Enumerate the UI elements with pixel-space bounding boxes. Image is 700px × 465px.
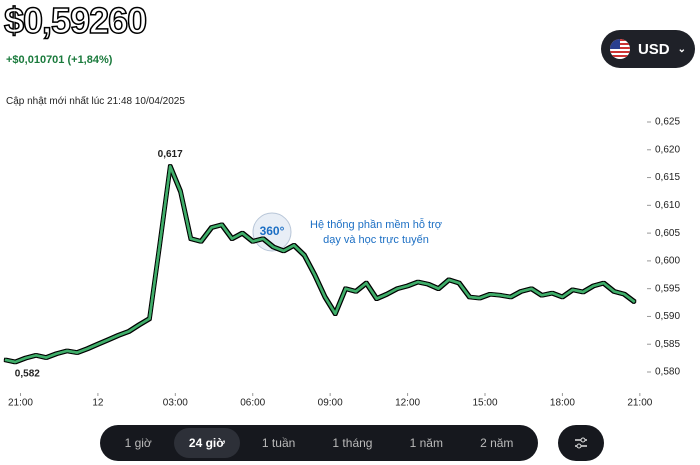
filter-icon	[575, 437, 587, 449]
annotation: 0,582	[15, 369, 40, 380]
logo-text: 360°	[260, 224, 285, 238]
timeframe-button[interactable]: 1 giờ	[124, 436, 152, 450]
y-tick-label: 0,625	[655, 117, 680, 128]
timeframe-button[interactable]: 1 tháng	[332, 436, 373, 450]
y-tick-label: 0,595	[655, 283, 680, 294]
y-tick-label: 0,585	[655, 339, 680, 350]
currency-button[interactable]: USD ⌄	[601, 30, 695, 68]
x-tick-label: 18:00	[550, 398, 575, 409]
x-tick-label: 09:00	[318, 398, 343, 409]
x-tick-label: 15:00	[472, 398, 497, 409]
filter-button[interactable]	[558, 425, 604, 461]
watermark-line: dạy và học trực tuyến	[323, 234, 429, 246]
y-tick-label: 0,590	[655, 311, 680, 322]
y-tick-label: 0,580	[655, 367, 680, 378]
watermark: 360° Hệ thống phần mềm hỗ trợ dạy và học…	[252, 212, 442, 252]
y-tick-label: 0,600	[655, 256, 680, 267]
timeframe-button[interactable]: 1 năm	[409, 436, 443, 450]
timeframe-button[interactable]: 24 giờ	[173, 428, 240, 458]
timeframe-bar: 1 giờ 24 giờ 1 tuần 1 tháng 1 năm 2 năm	[100, 425, 538, 461]
y-tick-label: 0,610	[655, 200, 680, 211]
timeframe-button[interactable]: 2 năm	[480, 436, 514, 450]
update-time: Cập nhật mới nhất lúc 21:48 10/04/2025	[6, 96, 185, 107]
price-line	[4, 165, 636, 364]
x-tick-label: 21:00	[627, 398, 652, 409]
watermark-line: Hệ thống phần mềm hỗ trợ	[310, 218, 442, 231]
x-tick-label: 06:00	[240, 398, 265, 409]
x-tick-label: 21:00	[8, 398, 33, 409]
timeframe-button[interactable]: 1 tuần	[261, 436, 296, 450]
y-tick-label: 0,615	[655, 172, 680, 183]
x-tick-label: 12:00	[395, 398, 420, 409]
logo-globe	[252, 212, 292, 252]
chart: 360° Hệ thống phần mềm hỗ trợ dạy và học…	[4, 117, 680, 409]
y-tick-label: 0,605	[655, 228, 680, 239]
x-tick-label: 03:00	[163, 398, 188, 409]
price-change: +$0,010701 (+1,84%)	[6, 54, 113, 66]
annotation: 0,617	[158, 149, 183, 160]
y-tick-label: 0,620	[655, 144, 680, 155]
x-tick-label: 12	[92, 398, 104, 409]
currency-label: USD	[637, 40, 670, 58]
chevron: ⌄	[677, 43, 687, 55]
flag	[609, 39, 630, 59]
price: $0,59260	[3, 0, 148, 42]
